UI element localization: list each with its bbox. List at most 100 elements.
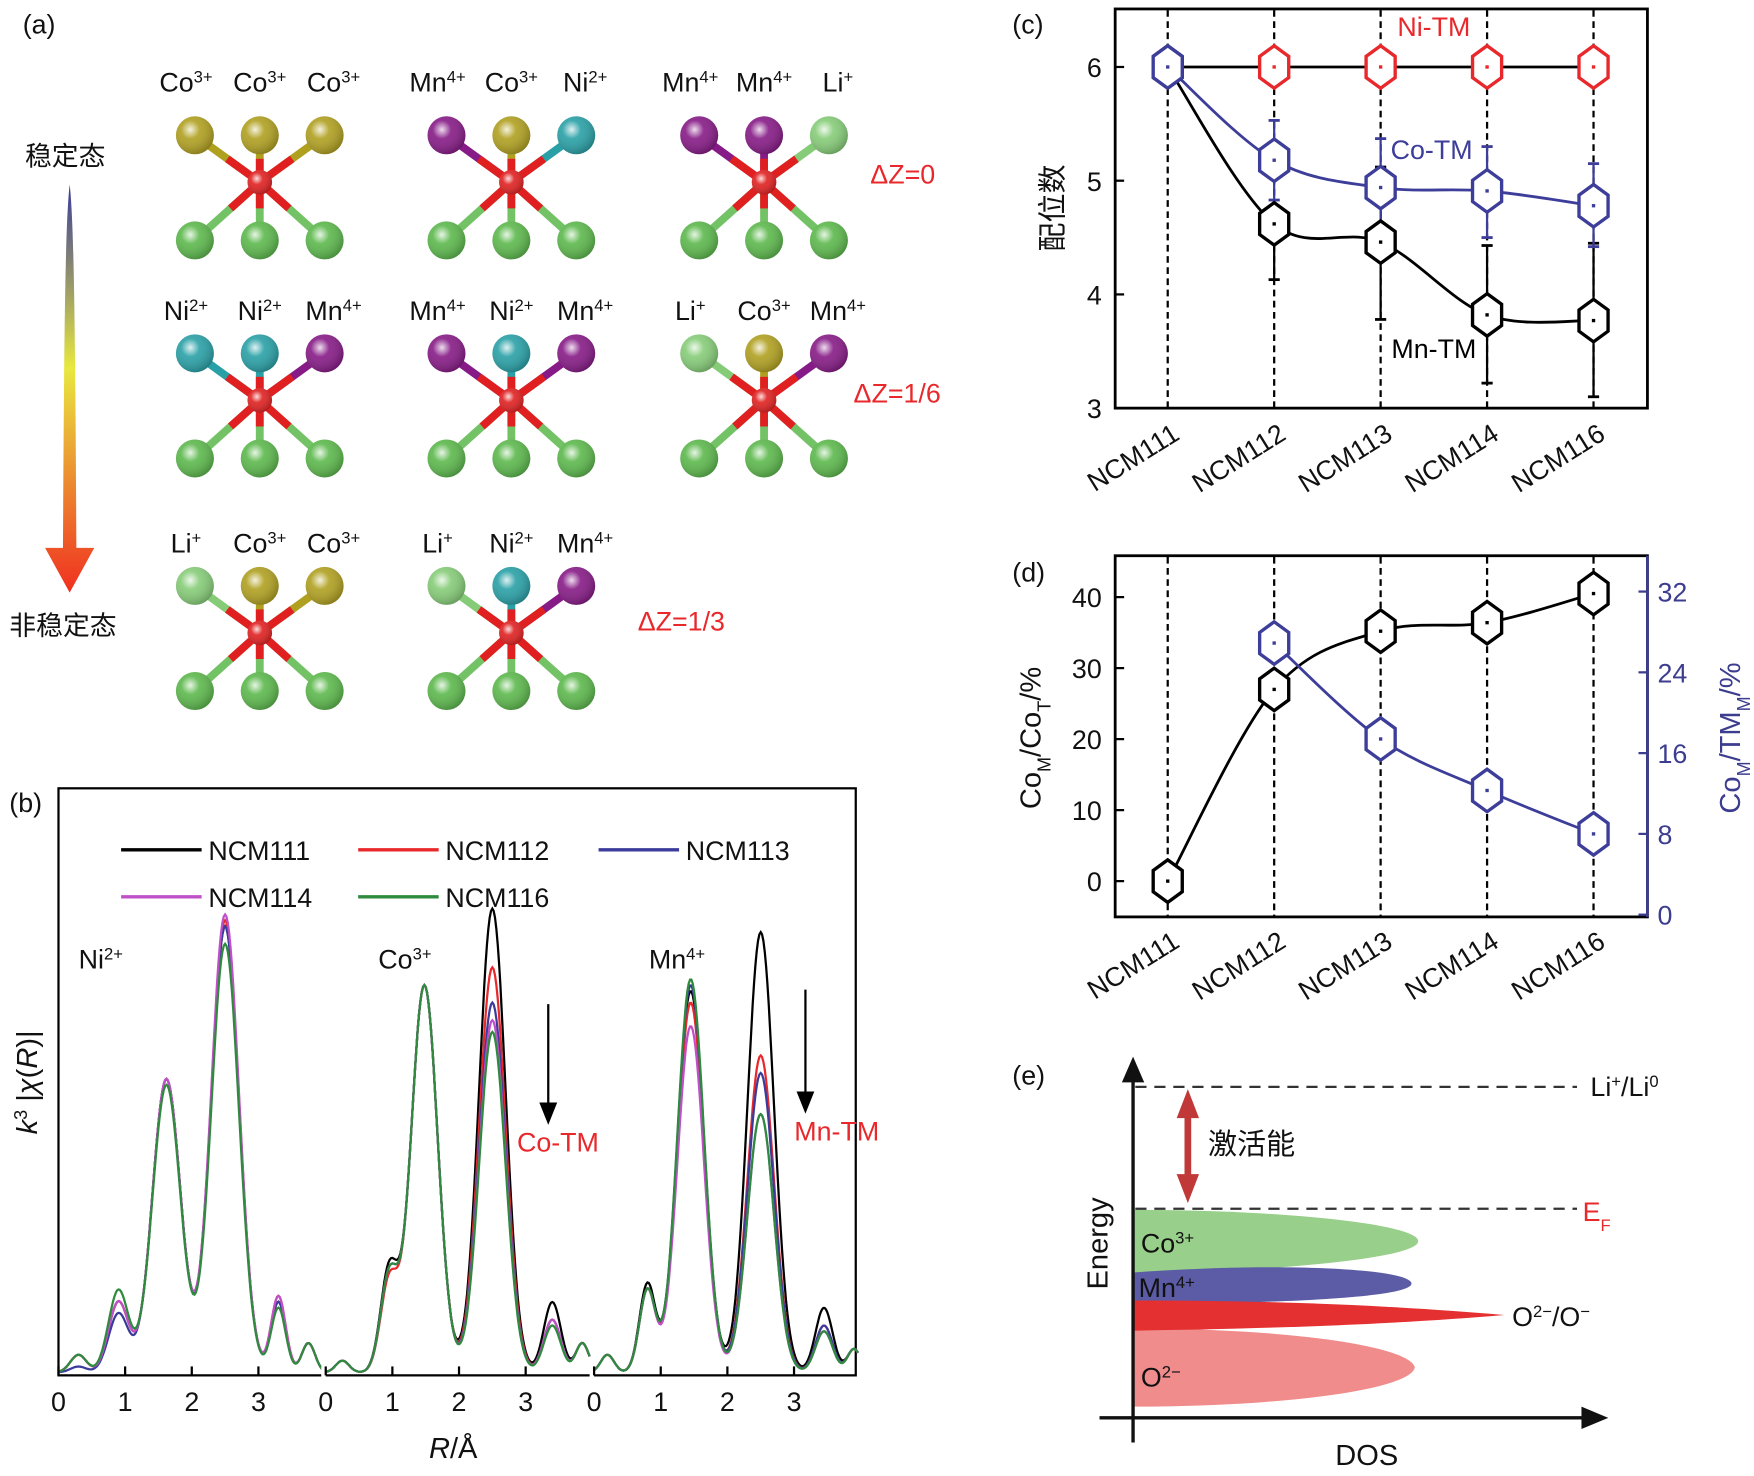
text-segment: /TM (1715, 711, 1747, 761)
sphere-highlight (427, 672, 466, 711)
series-line-ncm113 (325, 983, 591, 1373)
text-segment: E (1583, 1197, 1601, 1227)
data-point-ni-tm-center (1378, 65, 1383, 69)
sphere-highlight (557, 334, 596, 373)
y-tick-label: 5 (1087, 167, 1102, 197)
text-segment: 3+ (413, 944, 432, 963)
sphere-highlight (809, 439, 848, 478)
series-line (1273, 642, 1595, 836)
ion-label: Ni2+ (489, 295, 533, 325)
text-segment: 3+ (267, 528, 286, 547)
text-segment: Co (307, 68, 341, 98)
sphere-highlight (557, 116, 596, 155)
text-segment: 2+ (189, 295, 208, 314)
y-tick-label: 4 (1087, 280, 1102, 310)
text-segment: 2+ (515, 528, 534, 547)
x-tick-label: NCM113 (1293, 926, 1397, 1006)
text-segment: χ (12, 1077, 44, 1097)
y-tick-label-left: 30 (1072, 654, 1102, 684)
panel-b-exafs: 0 1 2 3 Ni2+ 0 1 2 3 Co3+ 0 1 2 3 Mn4+ Co-TM Mn-TM NCM111… (11, 787, 879, 1465)
x-tick-label: NCM112 (1187, 418, 1291, 498)
data-point-co-tm-center (1378, 185, 1383, 190)
x-axis-label: R/Å (429, 1432, 478, 1465)
sphere-highlight (305, 116, 344, 155)
ion-label: Ni2+ (489, 528, 533, 559)
text-segment: Co (1015, 772, 1047, 809)
panel-label-b: (b) (9, 788, 42, 818)
ion-label: Mn4+ (409, 67, 465, 98)
y-tick-label-left: 0 (1087, 867, 1102, 897)
text-segment: + (1611, 1071, 1621, 1090)
edge-label: Co3+ (378, 944, 431, 975)
y-axis-label-left: CoM/CoT/% (1015, 667, 1054, 809)
sphere-highlight (557, 221, 596, 260)
text-segment: M (1734, 696, 1754, 711)
text-segment: 3+ (267, 67, 286, 86)
text-segment: Ni (489, 296, 514, 326)
sphere-highlight (680, 439, 719, 478)
text-segment: 2+ (104, 944, 123, 963)
ion-label: Li+ (171, 528, 202, 559)
x-tick-label: NCM114 (1400, 418, 1504, 499)
ion-label: Mn4+ (557, 295, 613, 325)
data-point-co-tm-center (1591, 204, 1596, 208)
ion-label: Mn4+ (736, 67, 792, 98)
text-segment: 3+ (194, 67, 213, 86)
y-tick-label-right: 8 (1657, 820, 1672, 850)
text-segment: 3+ (341, 528, 360, 547)
data-point-ni-tm-center (1485, 65, 1489, 69)
sphere-highlight (427, 439, 466, 478)
text-segment: /O (1552, 1302, 1580, 1332)
plot-frame (57, 787, 857, 1377)
sphere-highlight (557, 439, 596, 478)
text-segment: + (443, 528, 453, 547)
text-segment: Li (1590, 1072, 1611, 1102)
sphere-highlight (175, 439, 214, 478)
text-segment: 4+ (686, 944, 705, 963)
text-segment: /Li (1621, 1072, 1649, 1102)
data-point-center (1485, 788, 1489, 793)
series-line-ncm113 (593, 984, 859, 1372)
panel-label-e: (e) (1012, 1061, 1045, 1091)
ion-label: Mn4+ (557, 528, 613, 559)
legend-label: NCM114 (208, 883, 312, 913)
ion-label: Ni2+ (164, 295, 208, 325)
delta-z-label: ΔZ=1/3 (638, 607, 725, 637)
ion-label: Co3+ (307, 67, 360, 98)
text-segment: Mn (557, 528, 594, 558)
sphere-highlight (680, 116, 719, 155)
unstable-state-label: 非稳定态 (9, 611, 116, 641)
sphere-highlight (751, 169, 777, 195)
text-segment: Co (737, 296, 771, 326)
series-label: Mn-TM (1391, 334, 1476, 364)
data-point-center (1591, 832, 1596, 836)
text-segment: Li (675, 296, 696, 326)
activation-energy-label: 激活能 (1208, 1128, 1295, 1161)
text-segment: Co (307, 528, 341, 558)
sphere-highlight (240, 334, 279, 373)
text-segment: | (12, 1094, 44, 1110)
edge-subplot: 0 1 2 3 Ni2+ (51, 912, 324, 1417)
sphere-highlight (680, 334, 719, 373)
text-segment: Mn (409, 296, 446, 326)
text-segment: 2+ (588, 67, 607, 86)
data-point-center (1591, 591, 1596, 596)
panel-label-d: (d) (1012, 557, 1045, 587)
text-segment: )| (12, 1030, 44, 1047)
text-segment: Co (485, 68, 519, 98)
data-point-mn-tm-center (1272, 222, 1276, 226)
ion-label: Mn4+ (305, 295, 361, 325)
data-point-ni-tm-center (1272, 65, 1276, 69)
series-line-ncm116 (58, 941, 324, 1373)
sphere-highlight (305, 221, 344, 260)
series-line-ncm116 (325, 983, 591, 1373)
data-point-co-tm-center (1485, 189, 1489, 193)
sphere-highlight (492, 439, 531, 478)
sphere-highlight (745, 221, 784, 260)
sphere-highlight (240, 566, 279, 605)
sphere-highlight (247, 388, 273, 413)
ion-label: Co3+ (233, 67, 286, 98)
text-segment: Mn (305, 296, 342, 326)
